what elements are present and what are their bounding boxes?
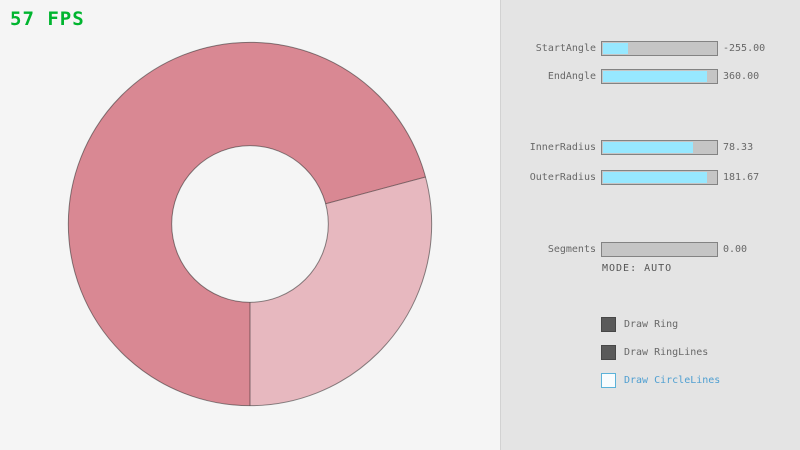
- slider-value-segments: 0.00: [723, 243, 748, 255]
- slider-row-outerradius: OuterRadius 181.67: [501, 169, 800, 185]
- slider-row-segments: Segments 0.00: [501, 241, 800, 257]
- slider-fill: [603, 141, 694, 153]
- checkbox-label: Draw RingLines: [624, 346, 709, 358]
- checkbox-box[interactable]: [601, 316, 616, 332]
- slider-fill: [603, 42, 628, 54]
- slider-row-startangle: StartAngle -255.00: [501, 40, 800, 56]
- slider-fill: [603, 171, 708, 183]
- slider-fill: [603, 70, 707, 82]
- slider-outerradius[interactable]: [601, 169, 718, 185]
- fps-counter: 57 FPS: [10, 8, 85, 30]
- checkbox-label: Draw Ring: [624, 318, 679, 330]
- slider-value-innerradius: 78.33: [723, 141, 754, 153]
- slider-row-innerradius: InnerRadius 78.33: [501, 139, 800, 155]
- slider-label-endangle: EndAngle: [547, 70, 596, 82]
- controls-panel: StartAngle -255.00 EndAngle 360.00 Inner…: [500, 0, 800, 450]
- slider-startangle[interactable]: [601, 40, 718, 56]
- slider-label-startangle: StartAngle: [535, 42, 596, 54]
- slider-value-endangle: 360.00: [723, 70, 760, 82]
- segments-mode-text: MODE: AUTO: [602, 263, 673, 274]
- slider-innerradius[interactable]: [601, 139, 718, 155]
- slider-label-segments: Segments: [547, 243, 596, 255]
- donut-ring: [67, 41, 433, 407]
- slider-label-outerradius: OuterRadius: [529, 171, 596, 183]
- checkbox-draw-ring[interactable]: Draw Ring: [601, 316, 678, 332]
- checkbox-box[interactable]: [601, 344, 616, 360]
- slider-segments[interactable]: [601, 241, 718, 257]
- checkbox-draw-circlelines[interactable]: Draw CircleLines: [601, 372, 720, 388]
- checkbox-label: Draw CircleLines: [624, 374, 721, 386]
- slider-endangle[interactable]: [601, 68, 718, 84]
- slider-label-innerradius: InnerRadius: [529, 141, 596, 153]
- slider-value-outerradius: 181.67: [723, 171, 760, 183]
- checkbox-draw-ringlines[interactable]: Draw RingLines: [601, 344, 708, 360]
- checkbox-box[interactable]: [601, 372, 616, 388]
- slider-row-endangle: EndAngle 360.00: [501, 68, 800, 84]
- slider-value-startangle: -255.00: [723, 42, 766, 54]
